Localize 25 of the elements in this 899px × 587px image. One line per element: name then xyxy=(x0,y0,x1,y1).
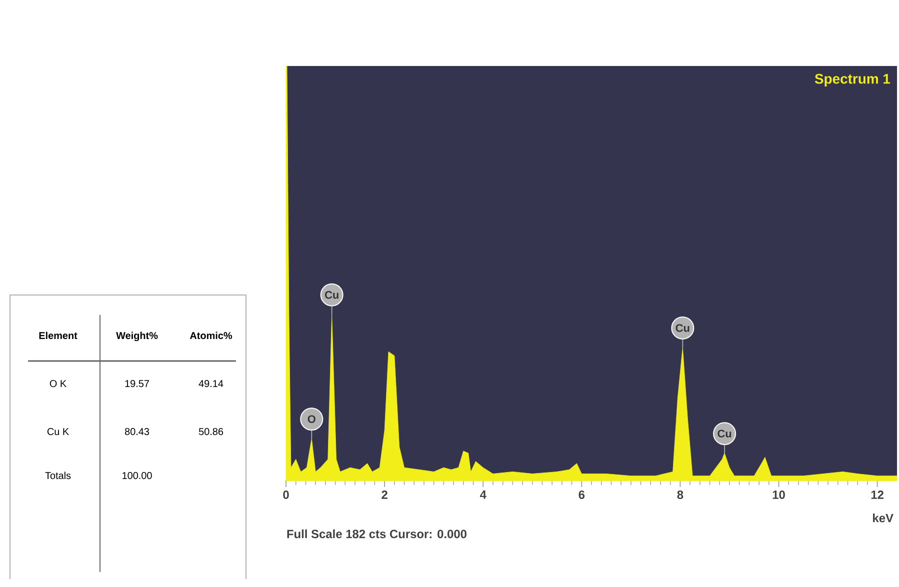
text: 50.86 xyxy=(198,428,224,436)
text: 49.14 xyxy=(198,380,224,388)
x-tick-label: 6 xyxy=(578,490,585,499)
text: 100.00 xyxy=(122,472,152,480)
text: Cu K xyxy=(47,428,69,436)
x-tick-label: 12 xyxy=(871,490,884,499)
text: Totals xyxy=(45,472,71,480)
text: Element xyxy=(39,332,78,340)
text: 19.57 xyxy=(125,380,149,388)
annotation: Cu xyxy=(676,324,690,332)
annotation: O xyxy=(308,415,316,423)
text: 80.43 xyxy=(124,428,150,436)
x-tick-label: 4 xyxy=(480,490,486,499)
text: Weight% xyxy=(116,332,158,342)
text: Atomic% xyxy=(190,332,232,340)
text: Spectrum 1 xyxy=(814,74,890,87)
x-tick-label: 0 xyxy=(283,490,289,499)
annotation: Cu xyxy=(718,430,732,438)
text: Full Scale 182 cts Cursor: 0.000 xyxy=(287,529,466,538)
text: O K xyxy=(50,380,66,388)
annotation: Cu xyxy=(324,291,338,299)
x-tick-label: 2 xyxy=(382,490,388,499)
x-tick-label: 10 xyxy=(772,490,785,499)
x-axis-title: keV xyxy=(873,514,894,522)
x-tick-label: 8 xyxy=(677,490,684,499)
